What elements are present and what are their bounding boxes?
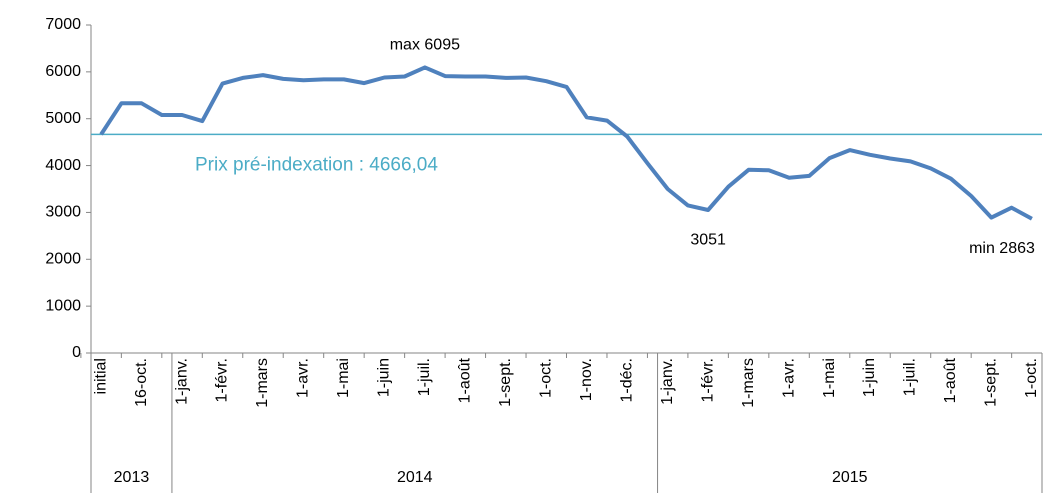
x-tick-label: 1-mai xyxy=(335,358,352,398)
x-tick-label: 1-févr. xyxy=(699,358,716,402)
x-tick-label: 1-oct. xyxy=(1023,358,1040,398)
group-label: 2013 xyxy=(114,469,150,486)
y-tick-label: 1000 xyxy=(45,297,81,314)
data-label: 3051 xyxy=(690,231,726,248)
y-tick-label: 4000 xyxy=(45,157,81,174)
x-tick-label: 1-oct. xyxy=(537,358,554,398)
group-label: 2015 xyxy=(832,469,868,486)
x-tick-label: 1-sept. xyxy=(983,358,1000,407)
reference-label: Prix pré-indexation : 4666,04 xyxy=(195,154,438,175)
y-tick-label: 7000 xyxy=(45,16,81,33)
data-label: max 6095 xyxy=(390,37,460,54)
data-label: min 2863 xyxy=(969,240,1035,257)
x-tick-label: initial xyxy=(92,358,109,394)
y-tick-label: 6000 xyxy=(45,63,81,80)
x-tick-label: 1-sept. xyxy=(497,358,514,407)
x-tick-label: 1-mars xyxy=(740,358,757,408)
y-tick-label: 3000 xyxy=(45,204,81,221)
group-label: 2014 xyxy=(397,469,433,486)
x-tick-label: 1-nov. xyxy=(578,358,595,401)
x-tick-label: 1-juin xyxy=(861,358,878,397)
x-tick-label: 1-avr. xyxy=(295,358,312,398)
x-tick-label: 1-août xyxy=(457,357,474,403)
x-tick-label: 1-juin xyxy=(376,358,393,397)
x-tick-label: 1-mai xyxy=(821,358,838,398)
x-tick-label: 1-févr. xyxy=(214,358,231,402)
x-tick-label: 1-janv. xyxy=(173,358,190,405)
x-tick-label: 1-avr. xyxy=(780,358,797,398)
x-tick-label: 1-juil. xyxy=(902,358,919,396)
x-tick-label: 1-août xyxy=(942,357,959,403)
series-line xyxy=(99,65,1033,221)
x-tick-label: 1-janv. xyxy=(659,358,676,405)
x-tick-label: 1-mars xyxy=(254,358,271,408)
x-tick-label: 16-oct. xyxy=(133,358,150,407)
y-tick-label: 2000 xyxy=(45,251,81,268)
y-tick-label: 0 xyxy=(72,344,81,361)
x-tick-label: 1-juil. xyxy=(416,358,433,396)
x-tick-label: 1-déc. xyxy=(618,358,635,402)
y-tick-label: 5000 xyxy=(45,110,81,127)
